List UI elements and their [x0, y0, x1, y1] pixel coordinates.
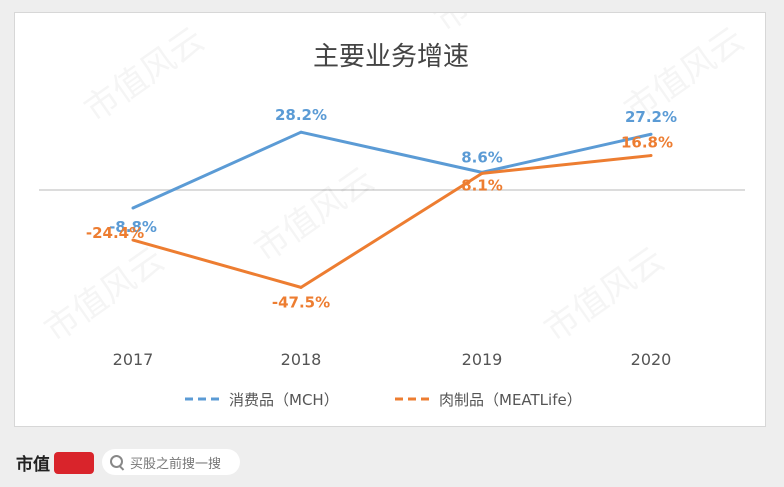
- chart-title: 主要业务增速: [313, 42, 469, 72]
- x-tick-label: 2020: [631, 350, 672, 369]
- search-box[interactable]: 买股之前搜一搜: [102, 449, 240, 475]
- data-point-1-0: [131, 238, 135, 242]
- svg-text:市值风云: 市值风云: [537, 240, 671, 351]
- line-chart: 主要业务增速 -8.8% 28.2% 8.6% 27.2% -24.4% -47.5% 8.…: [37, 13, 751, 409]
- svg-text:市值风云: 市值风云: [37, 240, 171, 351]
- data-label: 16.8%: [621, 134, 673, 152]
- x-tick-label: 2019: [462, 350, 503, 369]
- legend-label-1: 肉制品（MEATLife）: [439, 391, 582, 409]
- search-placeholder: 买股之前搜一搜: [130, 456, 222, 472]
- series-line-1: [132, 154, 652, 289]
- search-icon: [110, 455, 125, 471]
- data-point-1-3: [649, 154, 653, 158]
- svg-text:市值风云: 市值风云: [427, 13, 561, 40]
- data-label: -24.4%: [86, 224, 144, 242]
- data-label: -8.8%: [109, 218, 157, 236]
- data-point-0-0: [131, 206, 135, 210]
- data-label: 8.6%: [461, 148, 503, 166]
- data-label: -47.5%: [272, 293, 330, 311]
- brand-text: 市值: [16, 455, 50, 475]
- footer: 市值 买股之前搜一搜: [0, 440, 784, 487]
- svg-text:市值风云: 市值风云: [247, 160, 381, 271]
- brand-logo[interactable]: 市值: [16, 450, 94, 475]
- data-label: 8.1%: [461, 176, 503, 194]
- x-tick-label: 2017: [113, 350, 154, 369]
- chart-card: 主要业务增速 -8.8% 28.2% 8.6% 27.2% -24.4% -47.5% 8.…: [14, 12, 766, 427]
- series-line-0: [132, 130, 652, 210]
- data-label: 27.2%: [625, 108, 677, 126]
- legend-label-0: 消费品（MCH）: [229, 391, 339, 409]
- data-point-1-2: [480, 171, 484, 175]
- data-point-0-1: [299, 130, 303, 134]
- brand-seal-icon: [54, 451, 94, 474]
- x-tick-label: 2018: [281, 350, 322, 369]
- data-point-0-3: [649, 132, 653, 136]
- svg-text:市值风云: 市值风云: [77, 20, 211, 131]
- data-label: 28.2%: [275, 106, 327, 124]
- data-point-1-1: [299, 285, 303, 289]
- svg-text:市值风云: 市值风云: [617, 20, 751, 131]
